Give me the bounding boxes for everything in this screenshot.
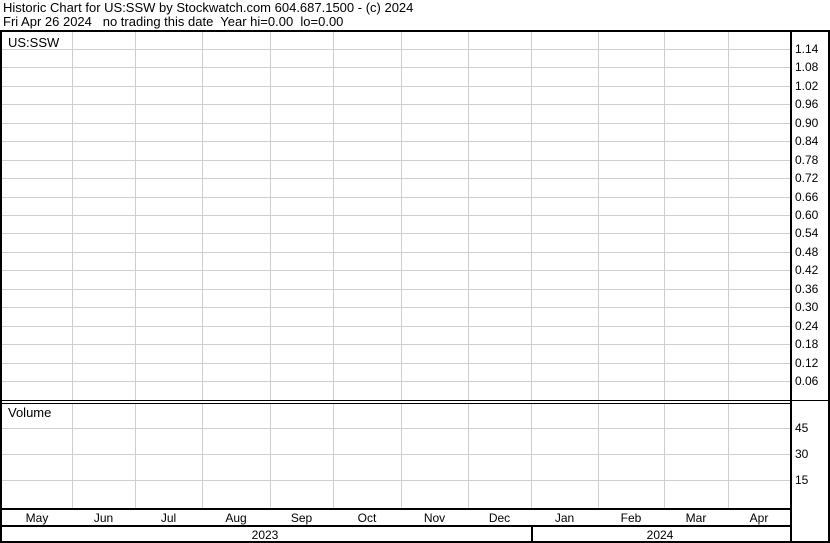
- price-tick-label: 0.60: [795, 208, 819, 222]
- volume-vgrid: [72, 404, 73, 508]
- price-tick-label: 0.72: [795, 171, 819, 185]
- price-tick-label: 0.12: [795, 356, 819, 370]
- price-tick-label: 0.78: [795, 153, 819, 167]
- volume-vgrid: [333, 404, 334, 508]
- price-hgrid: [2, 141, 790, 142]
- price-vgrid: [531, 32, 532, 400]
- price-hgrid: [2, 49, 790, 50]
- price-vgrid: [270, 32, 271, 400]
- price-tick-label: 0.90: [795, 116, 819, 130]
- month-label: Jul: [160, 511, 177, 525]
- volume-tick-label: 45: [795, 421, 809, 435]
- price-tick-label: 0.36: [795, 282, 819, 296]
- price-vgrid: [135, 32, 136, 400]
- volume-tick-label: 30: [795, 447, 809, 461]
- price-hgrid: [2, 252, 790, 253]
- chart-header-status: Fri Apr 26 2024 no trading this date Yea…: [3, 14, 344, 29]
- price-tick-label: 0.48: [795, 245, 819, 259]
- volume-vgrid: [531, 404, 532, 508]
- price-hgrid: [2, 233, 790, 234]
- bottom-border: [0, 541, 830, 543]
- month-label: Oct: [357, 511, 377, 525]
- price-hgrid: [2, 307, 790, 308]
- price-vgrid: [333, 32, 334, 400]
- price-vgrid: [202, 32, 203, 400]
- symbol-label: US:SSW: [8, 35, 60, 50]
- volume-label: Volume: [8, 405, 52, 420]
- chart-header-title: Historic Chart for US:SSW by Stockwatch.…: [3, 0, 414, 15]
- price-hgrid: [2, 215, 790, 216]
- price-vgrid: [401, 32, 402, 400]
- left-border: [0, 30, 2, 543]
- price-hgrid: [2, 289, 790, 290]
- volume-hgrid: [2, 480, 790, 481]
- month-label: Jun: [93, 511, 114, 525]
- price-tick-label: 1.08: [795, 60, 819, 74]
- price-tick-label: 0.66: [795, 190, 819, 204]
- month-label: Apr: [749, 511, 769, 525]
- price-hgrid: [2, 381, 790, 382]
- price-tick-label: 0.84: [795, 134, 819, 148]
- price-hgrid: [2, 160, 790, 161]
- month-label: Aug: [225, 511, 247, 525]
- volume-vgrid: [401, 404, 402, 508]
- price-tick-label: 1.02: [795, 79, 819, 93]
- month-label: Jan: [554, 511, 575, 525]
- volume-vgrid: [202, 404, 203, 508]
- volume-tick-label: 15: [795, 473, 809, 487]
- price-hgrid: [2, 270, 790, 271]
- volume-hgrid: [2, 454, 790, 455]
- volume-vgrid: [598, 404, 599, 508]
- price-hgrid: [2, 86, 790, 87]
- price-tick-label: 0.96: [795, 97, 819, 111]
- month-axis-top: [0, 508, 792, 510]
- price-hgrid: [2, 344, 790, 345]
- price-vgrid: [72, 32, 73, 400]
- price-tick-label: 0.30: [795, 300, 819, 314]
- month-label: Nov: [423, 511, 446, 525]
- price-hgrid: [2, 67, 790, 68]
- price-tick-label: 1.14: [795, 42, 819, 56]
- price-vgrid: [598, 32, 599, 400]
- month-label: Dec: [488, 511, 511, 525]
- price-vgrid: [468, 32, 469, 400]
- month-label: Feb: [620, 511, 642, 525]
- year-label: 2023: [251, 528, 279, 542]
- panel-divider-b: [0, 403, 792, 404]
- price-hgrid: [2, 123, 790, 124]
- volume-vgrid: [135, 404, 136, 508]
- price-vgrid: [728, 32, 729, 400]
- price-hgrid: [2, 104, 790, 105]
- year-axis-top: [0, 525, 792, 527]
- panel-divider-a: [0, 400, 830, 401]
- top-border: [0, 30, 830, 32]
- axis-divider: [790, 30, 792, 543]
- right-border: [828, 30, 830, 543]
- price-tick-label: 0.54: [795, 226, 819, 240]
- volume-vgrid: [270, 404, 271, 508]
- volume-vgrid: [728, 404, 729, 508]
- price-tick-label: 0.24: [795, 319, 819, 333]
- volume-vgrid: [664, 404, 665, 508]
- month-label: Mar: [685, 511, 707, 525]
- price-tick-label: 0.42: [795, 263, 819, 277]
- price-tick-label: 0.06: [795, 374, 819, 388]
- price-vgrid: [664, 32, 665, 400]
- price-hgrid: [2, 178, 790, 179]
- price-hgrid: [2, 197, 790, 198]
- year-divider: [531, 527, 533, 541]
- volume-vgrid: [468, 404, 469, 508]
- month-label: Sep: [290, 511, 313, 525]
- price-tick-label: 0.18: [795, 337, 819, 351]
- price-hgrid: [2, 326, 790, 327]
- year-label: 2024: [646, 528, 674, 542]
- volume-hgrid: [2, 428, 790, 429]
- month-label: May: [25, 511, 49, 525]
- price-hgrid: [2, 363, 790, 364]
